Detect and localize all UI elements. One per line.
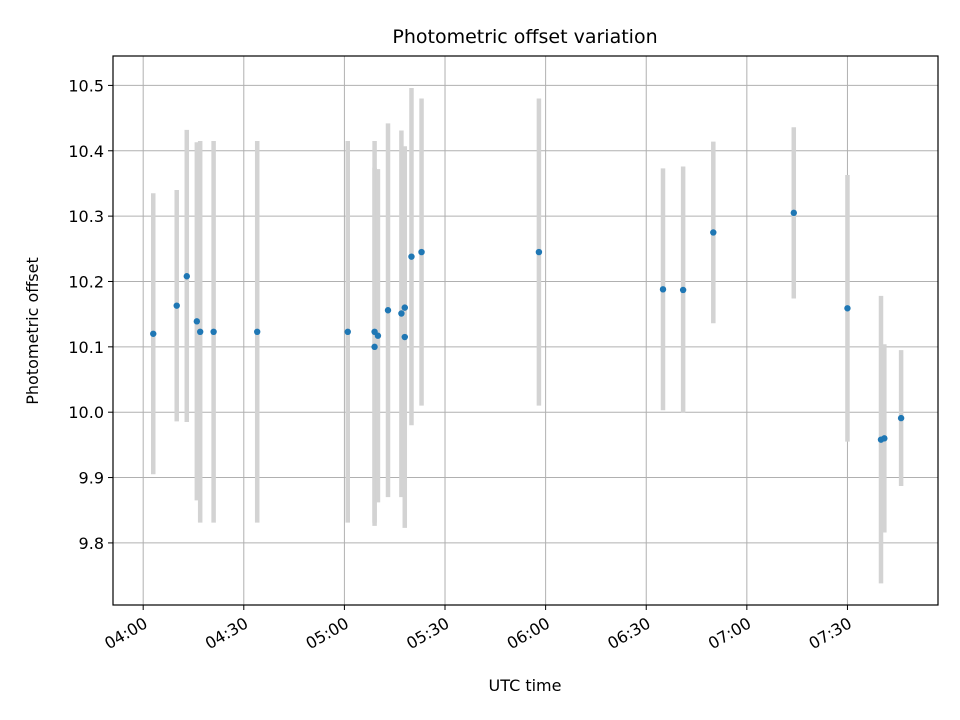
- y-axis-label: Photometric offset: [23, 257, 42, 405]
- data-point: [398, 310, 405, 317]
- y-tick-label: 10.1: [68, 338, 104, 357]
- x-tick-label: 06:30: [604, 614, 653, 654]
- data-points: [150, 209, 905, 443]
- data-point: [659, 286, 667, 293]
- x-tick-label: 07:30: [806, 614, 855, 654]
- data-point: [881, 435, 888, 442]
- y-tick-label: 10.5: [68, 76, 104, 95]
- data-point: [193, 318, 201, 325]
- grid: [113, 56, 938, 605]
- x-tick-label: 06:00: [504, 614, 553, 654]
- x-tick-label: 05:30: [403, 614, 452, 654]
- data-point: [790, 209, 797, 217]
- y-tick-label: 9.9: [79, 469, 104, 488]
- data-point: [344, 328, 351, 336]
- y-axis: 9.8 9.9 10.0 10.1 10.2 10.3 10.4 10.5: [68, 76, 113, 553]
- data-point: [844, 305, 851, 312]
- data-point: [679, 286, 687, 294]
- x-tick-label: 07:00: [705, 614, 754, 654]
- x-tick-label: 04:30: [202, 614, 251, 654]
- x-axis-label: UTC time: [489, 676, 562, 695]
- data-point: [408, 253, 415, 260]
- data-point: [183, 273, 190, 280]
- data-point: [710, 229, 717, 236]
- data-point: [254, 328, 261, 336]
- data-point: [384, 307, 392, 314]
- errorbars: [150, 88, 904, 584]
- data-point: [401, 333, 408, 341]
- data-point: [418, 248, 425, 256]
- data-point: [374, 332, 382, 339]
- y-tick-label: 9.8: [79, 534, 104, 553]
- data-point: [210, 328, 217, 336]
- data-point: [401, 304, 408, 311]
- data-point: [196, 328, 204, 336]
- y-tick-label: 10.3: [68, 207, 104, 226]
- x-tick-label: 05:00: [302, 614, 351, 654]
- data-point: [371, 343, 378, 351]
- data-point: [173, 302, 180, 309]
- y-tick-label: 10.2: [68, 272, 104, 291]
- chart-title: Photometric offset variation: [392, 26, 657, 48]
- data-point: [150, 330, 157, 337]
- y-tick-label: 10.4: [68, 142, 104, 161]
- x-axis: 04:00 04:30 05:00 05:30 06:00 06:30 07:00 07:30: [101, 605, 855, 653]
- x-tick-label: 04:00: [101, 614, 150, 654]
- y-tick-label: 10.0: [68, 403, 104, 422]
- plot-frame: [112, 55, 939, 606]
- data-point: [535, 248, 543, 256]
- data-point: [897, 414, 905, 422]
